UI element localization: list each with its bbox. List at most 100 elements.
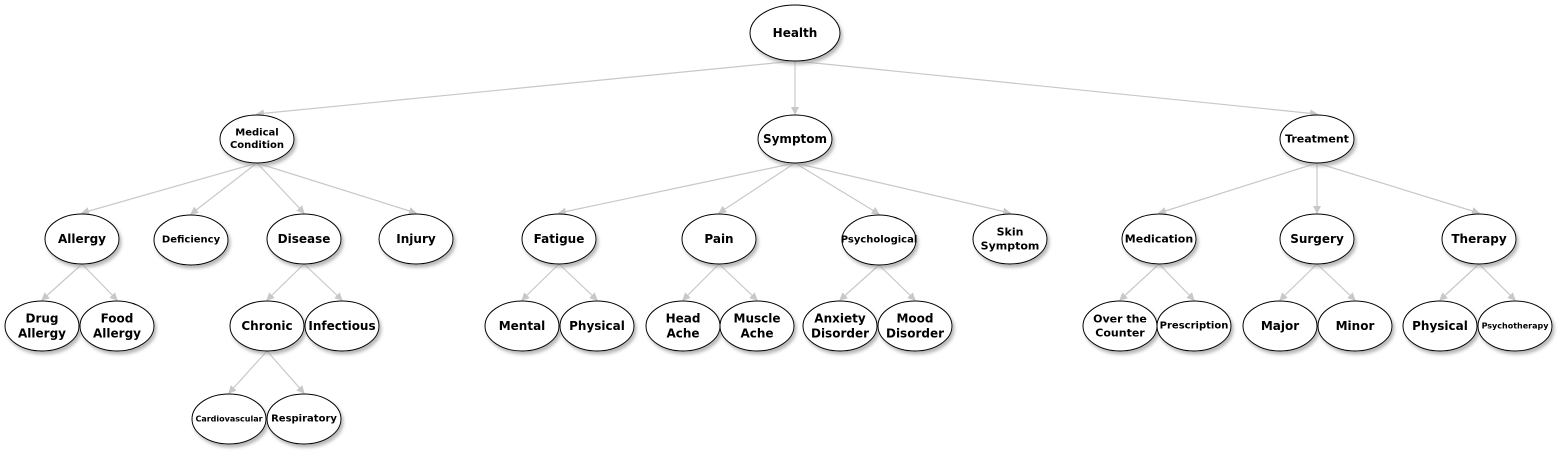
node-label: Psychological (841, 235, 918, 246)
node-label: Disorder (811, 327, 869, 341)
node-chronic[interactable]: Chronic (229, 300, 305, 352)
node-ellipse (4, 300, 80, 352)
node-label: Over the (1093, 313, 1147, 326)
edge-psychological-to-anxiety-disorder (839, 264, 880, 301)
node-ellipse (877, 300, 953, 352)
node-label: Anxiety (814, 312, 866, 326)
edge-pain-to-muscle-ache (718, 263, 758, 301)
node-ellipse (1477, 300, 1553, 352)
node-label: Therapy (1451, 232, 1506, 246)
node-label: Head (666, 312, 701, 326)
node-ellipse (521, 213, 597, 265)
edge-medication-to-over-the-counter (1119, 263, 1160, 301)
edge-chronic-to-cardiovascular (228, 350, 268, 394)
edge-therapy-to-physical-therapy (1439, 263, 1480, 301)
edge-surgery-to-major (1279, 263, 1318, 301)
node-label: Health (773, 26, 818, 40)
nodes-layer: Health Medical Condition Symptom Treatment Al… (4, 4, 1553, 445)
edge-health-to-treatment (794, 60, 1318, 118)
node-medication[interactable]: Medication (1121, 213, 1197, 265)
node-physical-fatigue[interactable]: Physical (559, 300, 635, 352)
node-surgery[interactable]: Surgery (1279, 213, 1355, 265)
node-symptom[interactable]: Symptom (757, 114, 833, 164)
node-label: Injury (396, 232, 436, 246)
node-label: Mood (896, 312, 933, 326)
edge-disease-to-infectious (303, 263, 343, 301)
node-infectious[interactable]: Infectious (304, 300, 380, 352)
node-ellipse (79, 300, 155, 352)
node-medical-condition[interactable]: Medical Condition (219, 114, 295, 164)
node-label: Psychotherapy (1482, 322, 1550, 331)
node-ellipse (266, 213, 342, 265)
edge-symptom-to-skin-symptom (794, 162, 1011, 216)
node-label: Allergy (93, 327, 141, 341)
node-ellipse (304, 300, 380, 352)
node-label: Treatment (1285, 133, 1349, 146)
node-ellipse (1242, 300, 1318, 352)
edge-fatigue-to-mental (521, 263, 560, 301)
node-label: Condition (230, 140, 284, 151)
edge-allergy-to-drug-allergy (41, 263, 83, 301)
node-ellipse (1156, 300, 1232, 352)
node-prescription[interactable]: Prescription (1156, 300, 1232, 352)
node-ellipse (266, 393, 342, 445)
node-treatment[interactable]: Treatment (1279, 114, 1355, 164)
edge-symptom-to-psychological (794, 162, 880, 215)
edge-symptom-to-pain (718, 162, 796, 214)
node-psychological[interactable]: Psychological (841, 214, 918, 266)
node-ellipse (1441, 213, 1517, 265)
node-physical-therapy[interactable]: Physical (1402, 300, 1478, 352)
node-ellipse (559, 300, 635, 352)
edge-fatigue-to-physical-fatigue (558, 263, 598, 301)
node-major[interactable]: Major (1242, 300, 1318, 352)
edge-disease-to-chronic (266, 263, 305, 301)
edge-chronic-to-respiratory (266, 350, 305, 394)
node-label: Allergy (58, 232, 106, 246)
edge-treatment-to-therapy (1316, 162, 1480, 215)
node-psychotherapy[interactable]: Psychotherapy (1477, 300, 1553, 352)
node-allergy[interactable]: Allergy (44, 213, 120, 265)
node-fatigue[interactable]: Fatigue (521, 213, 597, 265)
node-label: Ache (666, 327, 699, 341)
node-label: Skin (997, 226, 1024, 239)
node-label: Physical (1412, 319, 1468, 333)
edge-symptom-to-fatigue (558, 162, 796, 216)
node-ellipse (1402, 300, 1478, 352)
node-label: Cardiovascular (195, 415, 262, 424)
node-label: Chronic (241, 319, 292, 333)
node-deficiency[interactable]: Deficiency (153, 214, 229, 266)
node-therapy[interactable]: Therapy (1441, 213, 1517, 265)
node-ellipse (1317, 300, 1393, 352)
node-ellipse (1121, 213, 1197, 265)
edge-health-to-medical-condition (256, 60, 796, 118)
node-mental[interactable]: Mental (484, 300, 560, 352)
node-ellipse (681, 213, 757, 265)
node-label: Physical (569, 319, 625, 333)
node-label: Muscle (734, 312, 781, 326)
edge-medical-condition-to-disease (256, 162, 305, 214)
node-cardiovascular[interactable]: Cardiovascular (191, 393, 267, 445)
node-injury[interactable]: Injury (378, 213, 454, 265)
node-ellipse (719, 300, 795, 352)
node-ellipse (153, 214, 229, 266)
edge-therapy-to-psychotherapy (1478, 263, 1516, 301)
node-label: Major (1261, 319, 1299, 333)
node-label: Infectious (308, 319, 375, 333)
node-pain[interactable]: Pain (681, 213, 757, 265)
node-ellipse (841, 214, 917, 266)
node-health[interactable]: Health (749, 4, 841, 62)
node-ellipse (191, 393, 267, 445)
node-respiratory[interactable]: Respiratory (266, 393, 342, 445)
node-disease[interactable]: Disease (266, 213, 342, 265)
edge-medical-condition-to-deficiency (190, 162, 258, 215)
node-minor[interactable]: Minor (1317, 300, 1393, 352)
